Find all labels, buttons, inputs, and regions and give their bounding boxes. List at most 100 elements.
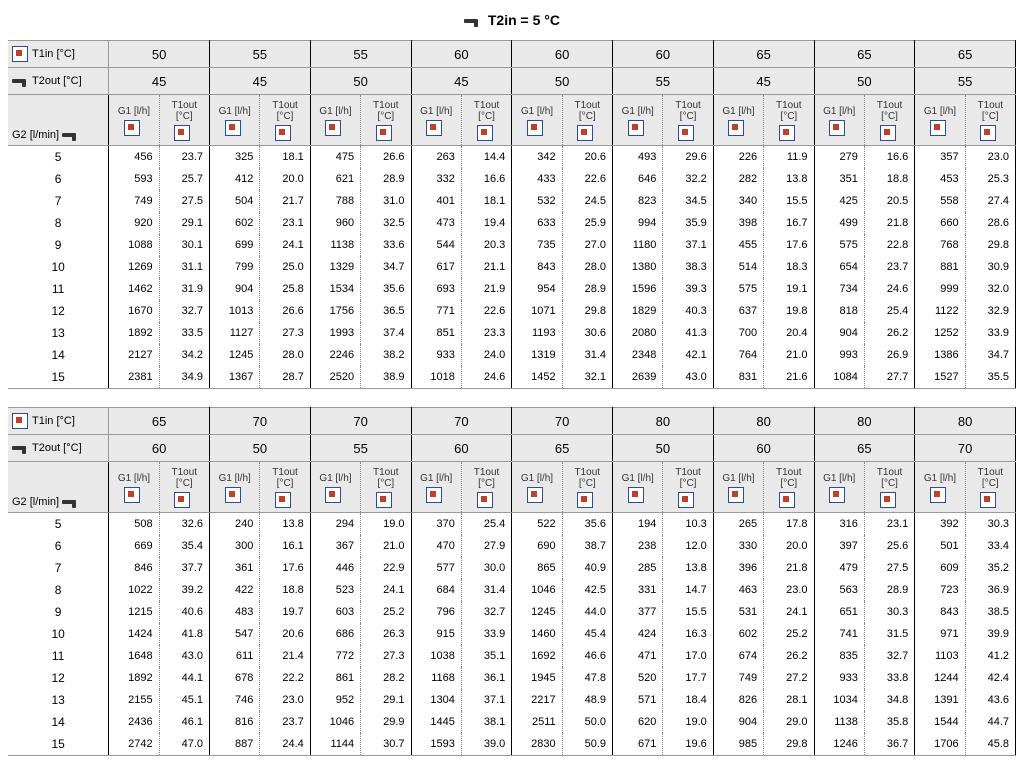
t1out-value: 35.5 xyxy=(965,366,1015,389)
t1out-value: 33.9 xyxy=(461,623,511,645)
g1-value: 370 xyxy=(411,513,461,536)
t2out-row: T2out [°C]605055606550606570 xyxy=(8,435,1016,462)
g2-value: 10 xyxy=(8,256,109,278)
g2-value: 5 xyxy=(8,146,109,169)
t1out-value: 21.4 xyxy=(260,645,310,667)
table-row: 892029.160223.196032.547319.463325.99943… xyxy=(8,212,1016,234)
param-icon xyxy=(225,120,241,136)
faucet-icon xyxy=(464,15,480,27)
g2-value: 15 xyxy=(8,733,109,756)
g1-value: 1018 xyxy=(411,366,461,389)
g1-value: 398 xyxy=(713,212,763,234)
t1out-value: 39.2 xyxy=(159,579,209,601)
t1in-value: 65 xyxy=(713,41,814,68)
t1out-value: 46.1 xyxy=(159,711,209,733)
t1out-value: 38.2 xyxy=(361,344,411,366)
t1out-value: 25.2 xyxy=(361,601,411,623)
t2out-label: T2out [°C] xyxy=(8,435,109,462)
g1-value: 749 xyxy=(109,190,159,212)
param-icon xyxy=(426,487,442,503)
t1out-value: 31.1 xyxy=(159,256,209,278)
t1out-value: 26.6 xyxy=(361,146,411,169)
g2-value: 8 xyxy=(8,579,109,601)
g1-value: 392 xyxy=(915,513,965,536)
t1out-value: 40.3 xyxy=(663,300,713,322)
t1out-value: 10.3 xyxy=(663,513,713,536)
g1-value: 1319 xyxy=(512,344,562,366)
t1out-value: 43.0 xyxy=(663,366,713,389)
g1-value: 471 xyxy=(613,645,663,667)
g2-label-text: G2 [l/min] xyxy=(12,496,59,508)
t1out-value: 35.8 xyxy=(864,711,914,733)
g1-value: 952 xyxy=(310,689,360,711)
param-icon xyxy=(124,120,140,136)
t1out-header: T1out [°C] xyxy=(864,462,914,513)
t1out-value: 18.8 xyxy=(864,168,914,190)
t1out-header: T1out [°C] xyxy=(260,95,310,146)
param-icon xyxy=(980,125,996,141)
param-icon xyxy=(12,46,28,62)
t1out-value: 31.0 xyxy=(361,190,411,212)
g1-value: 1544 xyxy=(915,711,965,733)
t1out-value: 24.0 xyxy=(461,344,511,366)
t1out-value: 26.2 xyxy=(764,645,814,667)
t1out-value: 22.8 xyxy=(864,234,914,256)
g1-value: 904 xyxy=(210,278,260,300)
g1-value: 764 xyxy=(713,344,763,366)
page-title: T2in = 5 °C xyxy=(8,12,1016,28)
t1out-value: 35.6 xyxy=(361,278,411,300)
t1out-value: 21.0 xyxy=(361,535,411,557)
t1out-value: 20.6 xyxy=(260,623,310,645)
g1-value: 994 xyxy=(613,212,663,234)
t1out-value: 23.1 xyxy=(260,212,310,234)
table-row: 15238134.9136728.7252038.9101824.6145232… xyxy=(8,366,1016,389)
g1-header: G1 [l/h] xyxy=(512,462,562,513)
g1-value: 2520 xyxy=(310,366,360,389)
param-icon xyxy=(376,492,392,508)
g1-header: G1 [l/h] xyxy=(613,462,663,513)
param-icon xyxy=(174,125,190,141)
t2out-value: 70 xyxy=(915,435,1016,462)
g1-value: 1534 xyxy=(310,278,360,300)
g1-header: G1 [l/h] xyxy=(310,462,360,513)
t1out-value: 18.1 xyxy=(260,146,310,169)
t1out-value: 20.5 xyxy=(864,190,914,212)
g1-value: 1088 xyxy=(109,234,159,256)
t2out-value: 55 xyxy=(310,435,411,462)
t1in-value: 60 xyxy=(411,41,512,68)
t1out-value: 19.6 xyxy=(663,733,713,756)
g1-value: 575 xyxy=(814,234,864,256)
t1out-header: T1out [°C] xyxy=(461,95,511,146)
g1-value: 523 xyxy=(310,579,360,601)
t1out-value: 13.8 xyxy=(764,168,814,190)
t2out-value: 50 xyxy=(210,435,311,462)
t1in-value: 60 xyxy=(512,41,613,68)
t1out-value: 21.1 xyxy=(461,256,511,278)
t1out-value: 26.2 xyxy=(864,322,914,344)
g1-value: 300 xyxy=(210,535,260,557)
g1-value: 768 xyxy=(915,234,965,256)
g2-value: 11 xyxy=(8,645,109,667)
sub-header-row: G2 [l/min] G1 [l/h]T1out [°C]G1 [l/h]T1o… xyxy=(8,95,1016,146)
t1out-value: 36.5 xyxy=(361,300,411,322)
g2-value: 6 xyxy=(8,535,109,557)
g1-value: 1038 xyxy=(411,645,461,667)
t1out-value: 42.1 xyxy=(663,344,713,366)
t1out-value: 22.6 xyxy=(562,168,612,190)
t1out-value: 30.3 xyxy=(864,601,914,623)
g1-header: G1 [l/h] xyxy=(310,95,360,146)
g1-value: 1648 xyxy=(109,645,159,667)
t1out-value: 42.5 xyxy=(562,579,612,601)
t1in-label-text: T1in [°C] xyxy=(32,415,75,427)
g1-value: 771 xyxy=(411,300,461,322)
g1-value: 2639 xyxy=(613,366,663,389)
g2-value: 14 xyxy=(8,344,109,366)
t1out-value: 27.3 xyxy=(260,322,310,344)
t1out-value: 42.4 xyxy=(965,667,1015,689)
g1-value: 1892 xyxy=(109,322,159,344)
t1out-header: T1out [°C] xyxy=(562,95,612,146)
t1out-value: 35.1 xyxy=(461,645,511,667)
param-icon xyxy=(577,125,593,141)
t1in-row: T1in [°C]505555606060656565 xyxy=(8,41,1016,68)
t1out-value: 44.0 xyxy=(562,601,612,623)
